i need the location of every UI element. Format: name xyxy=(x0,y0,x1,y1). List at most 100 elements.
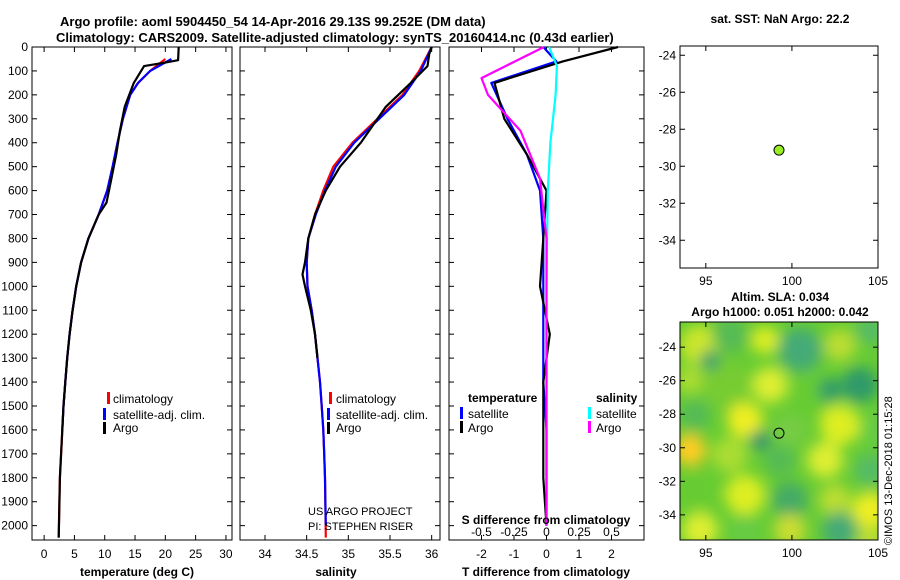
sst_map-ytick-label: -34 xyxy=(659,233,677,247)
temperature-xtick-label: 10 xyxy=(98,547,112,561)
temperature-ytick-label: 1300 xyxy=(1,351,28,365)
sst_map-ytick-label: -26 xyxy=(659,85,677,99)
legend-swatch-satellite-s xyxy=(327,408,330,420)
sla-heatmap-cell xyxy=(680,399,711,431)
difference-legend: temperature satellite Argo salinity sate… xyxy=(460,391,638,435)
temperature-ytick-label: 0 xyxy=(21,40,28,54)
sst_map-ytick-label: -24 xyxy=(659,48,677,62)
temperature-ytick-label: 600 xyxy=(8,184,28,198)
salinity-xtick-label: 35.5 xyxy=(378,547,402,561)
temperature-panel: 0 5 10 15 20 25 300100200300400500600700800900… xyxy=(1,40,233,561)
sla-heatmap-cell xyxy=(778,328,822,372)
difference-xtick-label: -2 xyxy=(476,547,487,561)
temperature-ytick-label: 1700 xyxy=(1,447,28,461)
sla-heatmap-cell xyxy=(820,405,860,445)
sla-map-subtitle: Argo h1000: 0.051 h2000: 0.042 xyxy=(691,305,869,319)
temperature-legend: climatology satellite-adj. clim. Argo xyxy=(103,392,205,435)
temperature-frame xyxy=(31,46,233,541)
temperature-ytick-label: 1900 xyxy=(1,495,28,509)
sla-heatmap-cell xyxy=(680,366,704,394)
sla-heatmap-cell xyxy=(772,482,808,518)
sla-heatmap-cell xyxy=(819,484,851,516)
project-credit: US ARGO PROJECT xyxy=(308,506,413,518)
figure-title-line2: Climatology: CARS2009. Satellite-adjuste… xyxy=(56,30,614,45)
difference-xtick-label: -1 xyxy=(509,547,520,561)
sst_map-ytick-label: -32 xyxy=(659,196,677,210)
sla-heatmap-cell xyxy=(701,361,749,409)
legend-swatch-s-satellite xyxy=(588,407,591,419)
temperature-ytick-label: 700 xyxy=(8,208,28,222)
salinity-frame xyxy=(239,46,441,541)
sla-heatmap-cell xyxy=(729,514,761,540)
sst_map-bg xyxy=(680,46,878,268)
legend-label-satellite: satellite-adj. clim. xyxy=(113,408,205,422)
legend-heading-temperature: temperature xyxy=(468,391,538,405)
sla-heatmap-cell xyxy=(842,367,878,403)
sst_map-argo-position xyxy=(773,144,785,156)
difference-xlabel-top: S difference from climatology xyxy=(462,513,631,527)
sla-heatmap xyxy=(680,322,878,540)
temperature-ytick-label: 900 xyxy=(8,255,28,269)
salinity-xlabel: salinity xyxy=(315,565,357,579)
legend-label-argo: Argo xyxy=(113,421,139,435)
temperature-xtick-label: 15 xyxy=(128,547,142,561)
temperature-ytick-label: 1600 xyxy=(1,423,28,437)
sla_map-xtick-label: 100 xyxy=(782,546,802,560)
legend-swatch-satellite xyxy=(103,408,106,420)
temperature-ytick-label: 200 xyxy=(8,88,28,102)
sla_map-argo-position xyxy=(773,427,785,439)
sla-heatmap-cell xyxy=(774,514,806,540)
sst_map-frame xyxy=(679,45,879,269)
difference-stick-label: 0.5 xyxy=(603,525,620,539)
salinity-xtick-label: 34 xyxy=(258,547,272,561)
sla-heatmap-cell xyxy=(682,512,718,540)
sla-heatmap-cell xyxy=(824,329,856,361)
sst-map-title: sat. SST: NaN Argo: 22.2 xyxy=(711,12,850,26)
sla-heatmap-cell xyxy=(750,430,770,450)
sst_map-ytick-label: -30 xyxy=(659,159,677,173)
temperature-ytick-label: 500 xyxy=(8,160,28,174)
legend-label-t-argo: Argo xyxy=(468,421,494,435)
sla-heatmap-cell xyxy=(682,472,718,508)
difference-stick-label: -0.5 xyxy=(471,525,492,539)
salinity-xtick-label: 35 xyxy=(342,547,356,561)
sla_map-frame xyxy=(679,321,879,541)
sst_map-xtick-label: 100 xyxy=(782,274,802,288)
salinity-legend: climatology satellite-adj. clim. Argo xyxy=(327,392,428,435)
difference-stick-label: -0.25 xyxy=(500,525,528,539)
legend-swatch-argo-s xyxy=(327,422,330,434)
temperature-xtick-label: 30 xyxy=(219,547,233,561)
sla-heatmap-field xyxy=(680,322,878,540)
legend-label-s-satellite: satellite xyxy=(596,407,637,421)
temperature-xlabel: temperature (deg C) xyxy=(80,565,194,579)
sla-heatmap-cell xyxy=(712,322,748,353)
legend-label-climatology-s: climatology xyxy=(336,392,396,406)
temperature-xtick-label: 5 xyxy=(71,547,78,561)
sla-heatmap-cell xyxy=(859,414,878,446)
sla_map-xtick-label: 95 xyxy=(699,546,713,560)
sst-map-panel: 95 100 105 -24 -26 -28 -30 -32 -34 xyxy=(659,45,888,288)
sla-heatmap-cell xyxy=(727,402,763,438)
temperature-ytick-label: 800 xyxy=(8,231,28,245)
sst_map-xtick-label: 95 xyxy=(699,274,713,288)
temperature-series-argo xyxy=(57,46,180,538)
sla-heatmap-cell xyxy=(856,322,878,344)
sla-heatmap-cell xyxy=(774,414,806,446)
sla_map-ytick-label: -30 xyxy=(659,441,677,455)
sla_map-ytick-label: -26 xyxy=(659,374,677,388)
temperature-ytick-label: 1400 xyxy=(1,375,28,389)
difference-stick-label: 0 xyxy=(543,525,550,539)
temperature-ytick-label: 1800 xyxy=(1,471,28,485)
difference-series-s-argo xyxy=(480,46,548,526)
temperature-ytick-label: 400 xyxy=(8,136,28,150)
legend-label-t-satellite: satellite xyxy=(468,407,509,421)
sla-heatmap-cell xyxy=(680,434,706,466)
legend-swatch-argo xyxy=(103,422,106,434)
salinity-xtick-label: 36 xyxy=(425,547,439,561)
temperature-xtick-label: 0 xyxy=(41,547,48,561)
sla_map-ytick-label: -28 xyxy=(659,407,677,421)
legend-swatch-s-argo xyxy=(588,421,591,433)
sst_map-ytick-label: -28 xyxy=(659,122,677,136)
legend-label-argo-s: Argo xyxy=(336,421,362,435)
difference-stick-label: 0.25 xyxy=(567,525,591,539)
